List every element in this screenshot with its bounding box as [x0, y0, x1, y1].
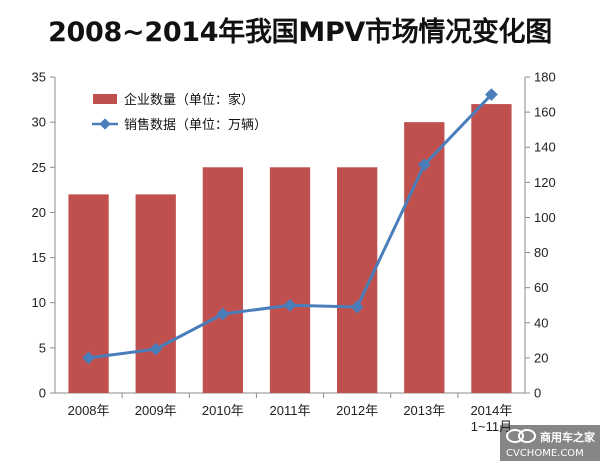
legend-marker [99, 118, 111, 130]
legend-swatch-bar [93, 94, 117, 104]
x-axis-tick-label: 2010年 [202, 403, 244, 418]
x-axis-tick-label: 2009年 [135, 403, 177, 418]
right-axis-tick-label: 160 [534, 105, 556, 120]
line-point [149, 342, 163, 356]
left-axis-tick-label: 0 [39, 386, 46, 401]
left-axis-tick-label: 25 [32, 160, 46, 175]
right-axis-tick-label: 0 [534, 386, 541, 401]
left-axis-tick-label: 35 [32, 70, 46, 85]
left-axis-tick-label: 5 [39, 340, 46, 355]
watermark: 商用车之家 CVCHOME.COM [500, 425, 600, 461]
category-labels: 2008年 2009年 2010年 2011年 2012年 2013年 2014年 1~11月 [68, 403, 513, 434]
line-point [485, 88, 498, 101]
left-axis-tick-label: 30 [32, 115, 46, 130]
watermark-site: CVCHOME.COM [506, 448, 584, 459]
bar [269, 167, 311, 393]
right-axis-tick-label: 20 [534, 350, 548, 365]
right-axis-tick-label: 60 [534, 280, 548, 295]
legend: 企业数量（单位：家） 销售数据（单位：万辆） [92, 92, 267, 133]
right-axis-tick-label: 40 [534, 315, 548, 330]
line-series [82, 88, 498, 365]
watermark-brand: 商用车之家 [540, 430, 596, 444]
right-axis-tick-label: 120 [534, 175, 556, 190]
x-axis-tick-label: 2008年 [68, 403, 110, 418]
right-axis-tick-label: 80 [534, 245, 548, 260]
line-point [82, 351, 95, 365]
bar [135, 194, 176, 393]
bar [471, 104, 512, 393]
axis-ticks: 0 5 10 15 20 25 30 35 0 20 40 60 80 100 120 140 160 180 [32, 70, 556, 401]
x-axis-tick-label: 2012年 [336, 403, 378, 418]
left-axis-tick-label: 10 [32, 295, 46, 310]
legend-label-bar: 企业数量（单位：家） [124, 92, 254, 108]
x-axis-tick-label: 2011年 [270, 403, 311, 418]
line-point [283, 298, 297, 312]
line-point [216, 307, 230, 321]
line-point [350, 300, 364, 314]
bar [202, 167, 243, 393]
left-axis-tick-label: 15 [32, 250, 46, 265]
legend-label-line: 销售数据（单位：万辆） [124, 117, 267, 133]
x-axis-tick-label: 2013年 [403, 403, 445, 418]
line-point [417, 158, 431, 172]
right-axis-tick-label: 100 [534, 210, 556, 225]
chart-title: 2008~2014年我国MPV市场情况变化图 [48, 17, 552, 48]
left-axis-tick-label: 20 [32, 205, 46, 220]
right-axis-tick-label: 140 [534, 140, 556, 155]
watermark-logo-icon [506, 429, 536, 443]
right-axis-tick-label: 180 [534, 70, 556, 85]
bar-series [68, 104, 512, 394]
